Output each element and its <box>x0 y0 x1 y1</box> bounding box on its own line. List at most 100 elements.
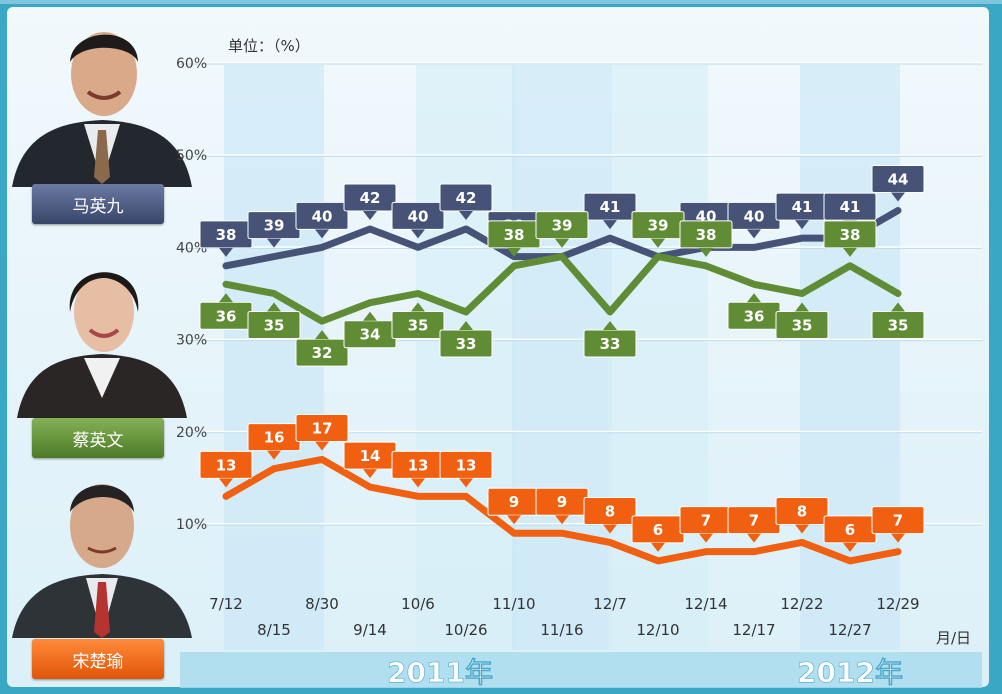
data-label: 33 <box>439 320 493 358</box>
year-label-2012: 2012年 <box>797 656 903 689</box>
data-label-value: 6 <box>845 521 855 539</box>
data-label-pointer <box>219 293 233 303</box>
data-label-pointer <box>507 515 521 525</box>
data-label-value: 42 <box>456 189 477 207</box>
x-tick-label: 8/15 <box>257 621 291 639</box>
data-label: 44 <box>871 165 925 202</box>
data-label-pointer <box>603 524 617 534</box>
data-label-value: 38 <box>840 226 861 244</box>
data-label-pointer <box>315 229 329 239</box>
x-tick-label: 10/6 <box>401 595 435 613</box>
x-tick-label: 12/27 <box>828 621 871 639</box>
x-tick-label: 12/29 <box>876 595 919 613</box>
data-label-value: 33 <box>600 335 621 353</box>
data-label-value: 13 <box>456 456 477 474</box>
data-label-pointer <box>795 220 809 230</box>
data-label-pointer <box>267 302 281 312</box>
data-label-value: 38 <box>696 226 717 244</box>
data-label: 38 <box>199 220 253 257</box>
data-label: 17 <box>295 413 349 451</box>
data-label-value: 17 <box>312 419 333 437</box>
ma-ying-jeou-portrait <box>12 32 192 187</box>
x-tick-label: 7/12 <box>209 595 243 613</box>
data-label: 7 <box>871 506 925 543</box>
y-tick-label: 20% <box>176 425 207 441</box>
data-label: 42 <box>343 183 397 220</box>
data-label: 8 <box>775 496 829 534</box>
x-tick-label: 12/14 <box>684 595 727 613</box>
data-label-value: 35 <box>792 317 813 335</box>
data-label-value: 40 <box>744 207 765 225</box>
data-label: 42 <box>439 183 493 220</box>
data-label: 38 <box>679 220 733 257</box>
data-label-pointer <box>315 441 329 451</box>
data-label-value: 41 <box>792 198 813 216</box>
data-label: 39 <box>535 211 589 248</box>
data-label: 13 <box>439 450 493 488</box>
data-label: 33 <box>583 320 637 358</box>
data-label-pointer <box>699 247 713 257</box>
year-label-2011: 2011年 <box>387 656 493 689</box>
data-label-pointer <box>747 229 761 239</box>
data-label-pointer <box>411 302 425 312</box>
data-label: 35 <box>871 302 925 339</box>
x-tick-label: 12/7 <box>593 595 627 613</box>
data-label-value: 39 <box>552 217 573 235</box>
time-band <box>416 65 516 650</box>
x-tick-label: 8/30 <box>305 595 339 613</box>
y-tick-label: 10% <box>176 517 207 533</box>
data-label-value: 40 <box>312 207 333 225</box>
data-label-pointer <box>411 478 425 488</box>
data-label-value: 38 <box>216 226 237 244</box>
data-label-pointer <box>747 533 761 543</box>
data-label-value: 7 <box>749 512 759 530</box>
time-band <box>512 65 612 650</box>
data-label-value: 6 <box>653 521 663 539</box>
data-label-pointer <box>507 247 521 257</box>
data-label: 13 <box>199 450 253 488</box>
data-label-pointer <box>651 238 665 248</box>
data-label-value: 35 <box>888 317 909 335</box>
y-tick-label: 40% <box>176 240 207 256</box>
data-label-value: 39 <box>264 217 285 235</box>
data-label-value: 42 <box>360 189 381 207</box>
x-tick-label: 12/17 <box>732 621 775 639</box>
data-label-pointer <box>363 469 377 479</box>
data-label: 38 <box>823 220 877 257</box>
data-label: 40 <box>295 201 349 239</box>
data-label-value: 39 <box>648 217 669 235</box>
data-label-pointer <box>267 238 281 248</box>
tsai-ing-wen-portrait <box>17 272 187 418</box>
y-tick-label: 30% <box>176 333 207 349</box>
data-label: 13 <box>391 450 445 488</box>
data-label: 39 <box>631 211 685 248</box>
data-label-pointer <box>795 524 809 534</box>
data-label-value: 7 <box>701 512 711 530</box>
x-tick-label: 12/22 <box>780 595 823 613</box>
data-label-value: 44 <box>888 171 909 189</box>
x-tick-label: 10/26 <box>444 621 487 639</box>
data-label-pointer <box>459 320 473 330</box>
data-label: 35 <box>775 302 829 339</box>
data-label-value: 40 <box>408 207 429 225</box>
data-label-value: 14 <box>360 447 381 465</box>
data-label-value: 32 <box>312 344 333 362</box>
data-label-value: 41 <box>840 198 861 216</box>
data-label-value: 38 <box>504 226 525 244</box>
data-label: 7 <box>727 506 781 543</box>
data-label-pointer <box>363 311 377 321</box>
data-label: 34 <box>343 311 397 349</box>
data-label-pointer <box>843 247 857 257</box>
data-label-pointer <box>555 238 569 248</box>
name-tag-ma: 马英九 <box>32 184 164 224</box>
y-tick-label: 60% <box>176 56 207 72</box>
data-label-value: 36 <box>216 307 237 325</box>
data-label-pointer <box>891 302 905 312</box>
data-label-value: 35 <box>408 317 429 335</box>
data-label-pointer <box>699 533 713 543</box>
data-label-pointer <box>795 302 809 312</box>
data-label-pointer <box>459 210 473 220</box>
x-tick-label: 12/10 <box>636 621 679 639</box>
data-label: 41 <box>823 192 877 230</box>
james-soong-portrait <box>12 484 192 638</box>
